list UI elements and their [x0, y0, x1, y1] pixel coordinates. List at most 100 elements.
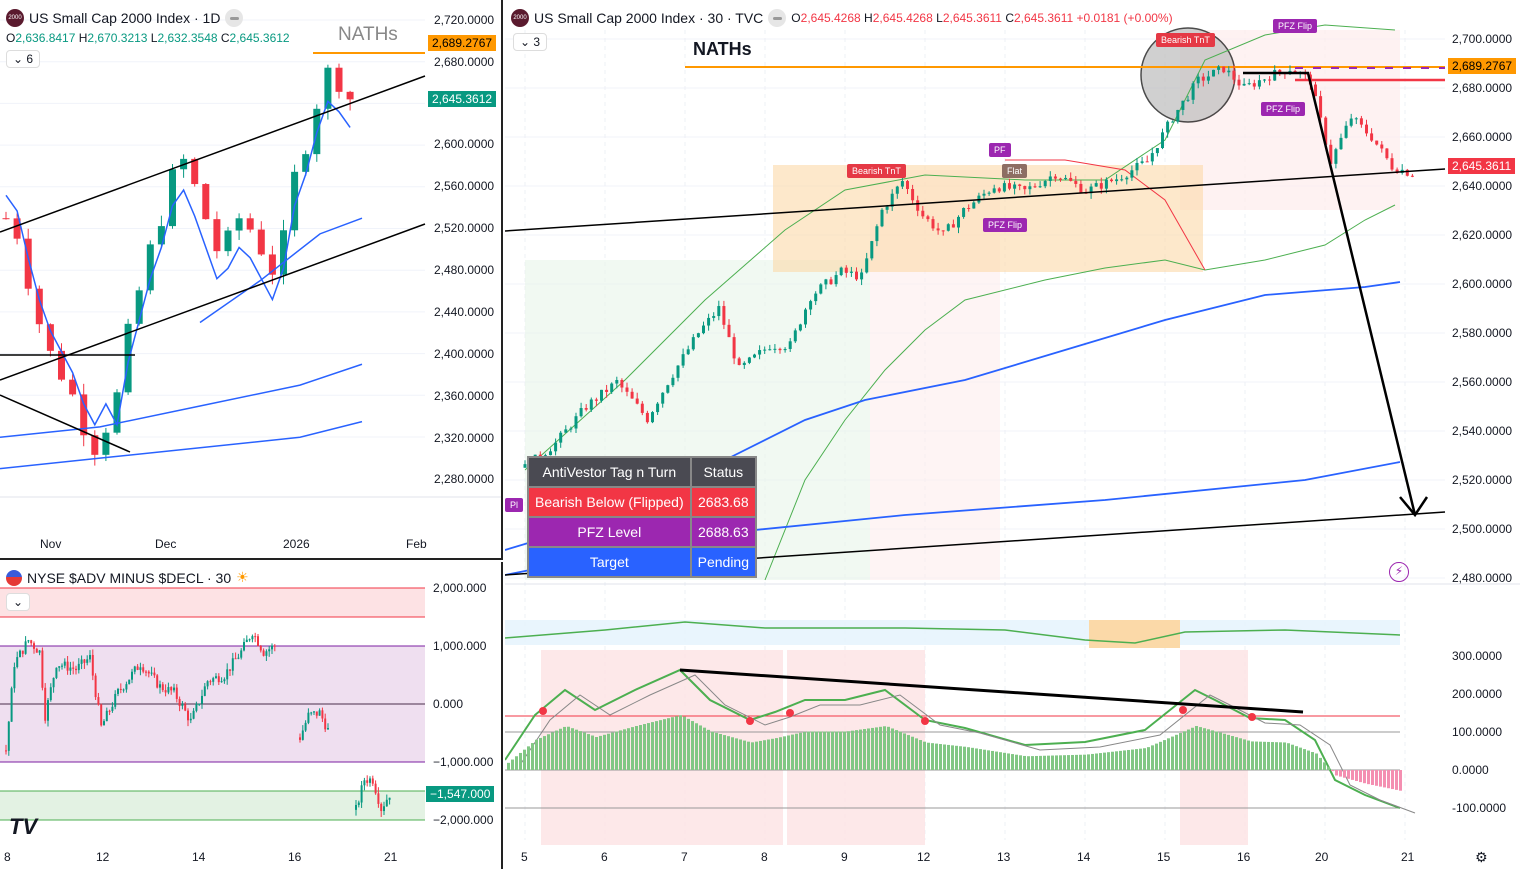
symbol-logo: 2000: [6, 9, 24, 27]
symbol-title[interactable]: US Small Cap 2000 Index · 30 · TVC: [534, 10, 764, 26]
candle: [327, 728, 329, 730]
signal-label: Bearish TnT: [847, 164, 906, 178]
candle: [1410, 175, 1414, 177]
time-axis-label: 16: [288, 850, 302, 864]
time-axis-label: 6: [601, 850, 608, 864]
histogram-bar: [1147, 747, 1150, 770]
signal-label: Pl: [505, 498, 524, 512]
candle: [178, 698, 181, 706]
histogram-bar: [863, 729, 866, 770]
candle: [722, 306, 726, 325]
gear-icon[interactable]: ⚙: [1475, 849, 1488, 865]
histogram-bar: [1363, 770, 1366, 784]
histogram-bar: [923, 741, 926, 770]
candle: [1115, 179, 1119, 182]
candle: [380, 803, 383, 812]
histogram-bar: [679, 715, 682, 770]
histogram-bar: [575, 729, 578, 770]
candle: [549, 451, 552, 456]
candle: [1150, 153, 1154, 162]
daily-chart-canvas[interactable]: [0, 0, 503, 560]
candle: [1064, 177, 1068, 180]
table-header: Status: [689, 456, 758, 488]
candle: [128, 679, 131, 685]
histogram-bar: [1079, 754, 1082, 770]
candle: [574, 416, 578, 429]
histogram-bar: [823, 731, 826, 770]
candle: [313, 711, 315, 713]
candle: [159, 684, 161, 688]
candle: [992, 188, 996, 193]
candle: [35, 648, 38, 653]
histogram-bar: [1191, 727, 1194, 770]
histogram-bar: [1123, 750, 1126, 770]
histogram-bar: [599, 735, 602, 770]
candle: [916, 200, 920, 211]
cross-dot: [921, 717, 929, 725]
us-flag-icon: [6, 569, 22, 586]
candle: [41, 650, 44, 688]
indicators-collapse-button[interactable]: ⌄ 6: [6, 50, 41, 68]
candle: [1385, 148, 1389, 159]
breadth-chart-canvas[interactable]: [0, 562, 503, 869]
daily-chart-pane[interactable]: 2000 US Small Cap 2000 Index · 1D O2,636…: [0, 0, 503, 560]
histogram-bar: [1287, 743, 1290, 770]
histogram-bar: [1171, 736, 1174, 770]
candle: [181, 704, 184, 706]
histogram-bar: [1219, 732, 1222, 770]
candle: [229, 669, 231, 671]
histogram-bar: [819, 731, 822, 770]
cross-dot: [1179, 706, 1187, 714]
histogram-bar: [835, 731, 838, 770]
candle: [1354, 118, 1358, 120]
candle: [584, 408, 588, 410]
time-axis-label: 2026: [283, 537, 310, 551]
histogram-bar: [775, 738, 778, 770]
histogram-bar: [971, 747, 974, 770]
symbol-title[interactable]: US Small Cap 2000 Index · 1D: [29, 10, 221, 26]
last-price-tag: −1,547.000: [426, 786, 495, 802]
lightning-icon[interactable]: ⚡: [1389, 562, 1409, 582]
histogram-bar: [1211, 730, 1214, 770]
candle: [875, 226, 879, 242]
breadth-chart-pane[interactable]: NYSE $ADV MINUS $DECL · 30 ☀ ⌄ 2,000.000…: [0, 562, 503, 869]
histogram-bar: [1303, 749, 1306, 770]
symbol-title[interactable]: NYSE $ADV MINUS $DECL · 30: [27, 569, 232, 586]
histogram-bar: [1059, 755, 1062, 770]
indicators-collapse-button[interactable]: ⌄: [6, 593, 31, 611]
candle: [849, 271, 853, 273]
histogram-bar: [1343, 770, 1346, 778]
visibility-icon[interactable]: [768, 9, 787, 27]
indicators-collapse-button[interactable]: ⌄ 3: [513, 33, 548, 51]
candle: [676, 365, 680, 378]
candle: [671, 377, 675, 386]
candle: [105, 710, 108, 722]
visibility-icon[interactable]: [225, 9, 244, 27]
channel-upper-line: [0, 75, 426, 233]
candle: [1130, 170, 1134, 178]
histogram-bar: [659, 720, 662, 770]
candle: [131, 671, 133, 680]
candle: [91, 435, 99, 455]
candle: [257, 229, 265, 255]
candle: [630, 391, 634, 399]
histogram-bar: [907, 735, 910, 770]
cross-dot: [786, 709, 794, 717]
intraday-chart-pane[interactable]: 2000 US Small Cap 2000 Index · 30 · TVC …: [505, 0, 1520, 869]
trend-strip-line: [505, 621, 1401, 644]
candle: [997, 188, 1001, 192]
axis-label: 2,700.0000: [1452, 32, 1513, 46]
histogram-bar: [1003, 752, 1006, 770]
candle: [809, 301, 813, 310]
tradingview-logo[interactable]: TV: [9, 814, 38, 839]
candle: [773, 348, 777, 350]
candle: [360, 785, 363, 803]
time-axis-label: 15: [1157, 850, 1171, 864]
histogram-bar: [1315, 753, 1318, 770]
trend-strip-box: [1089, 620, 1180, 648]
histogram-bar: [1367, 770, 1370, 785]
histogram-bar: [859, 729, 862, 770]
candle: [1069, 177, 1073, 181]
candle: [251, 636, 254, 640]
intraday-chart-canvas[interactable]: [505, 0, 1520, 869]
